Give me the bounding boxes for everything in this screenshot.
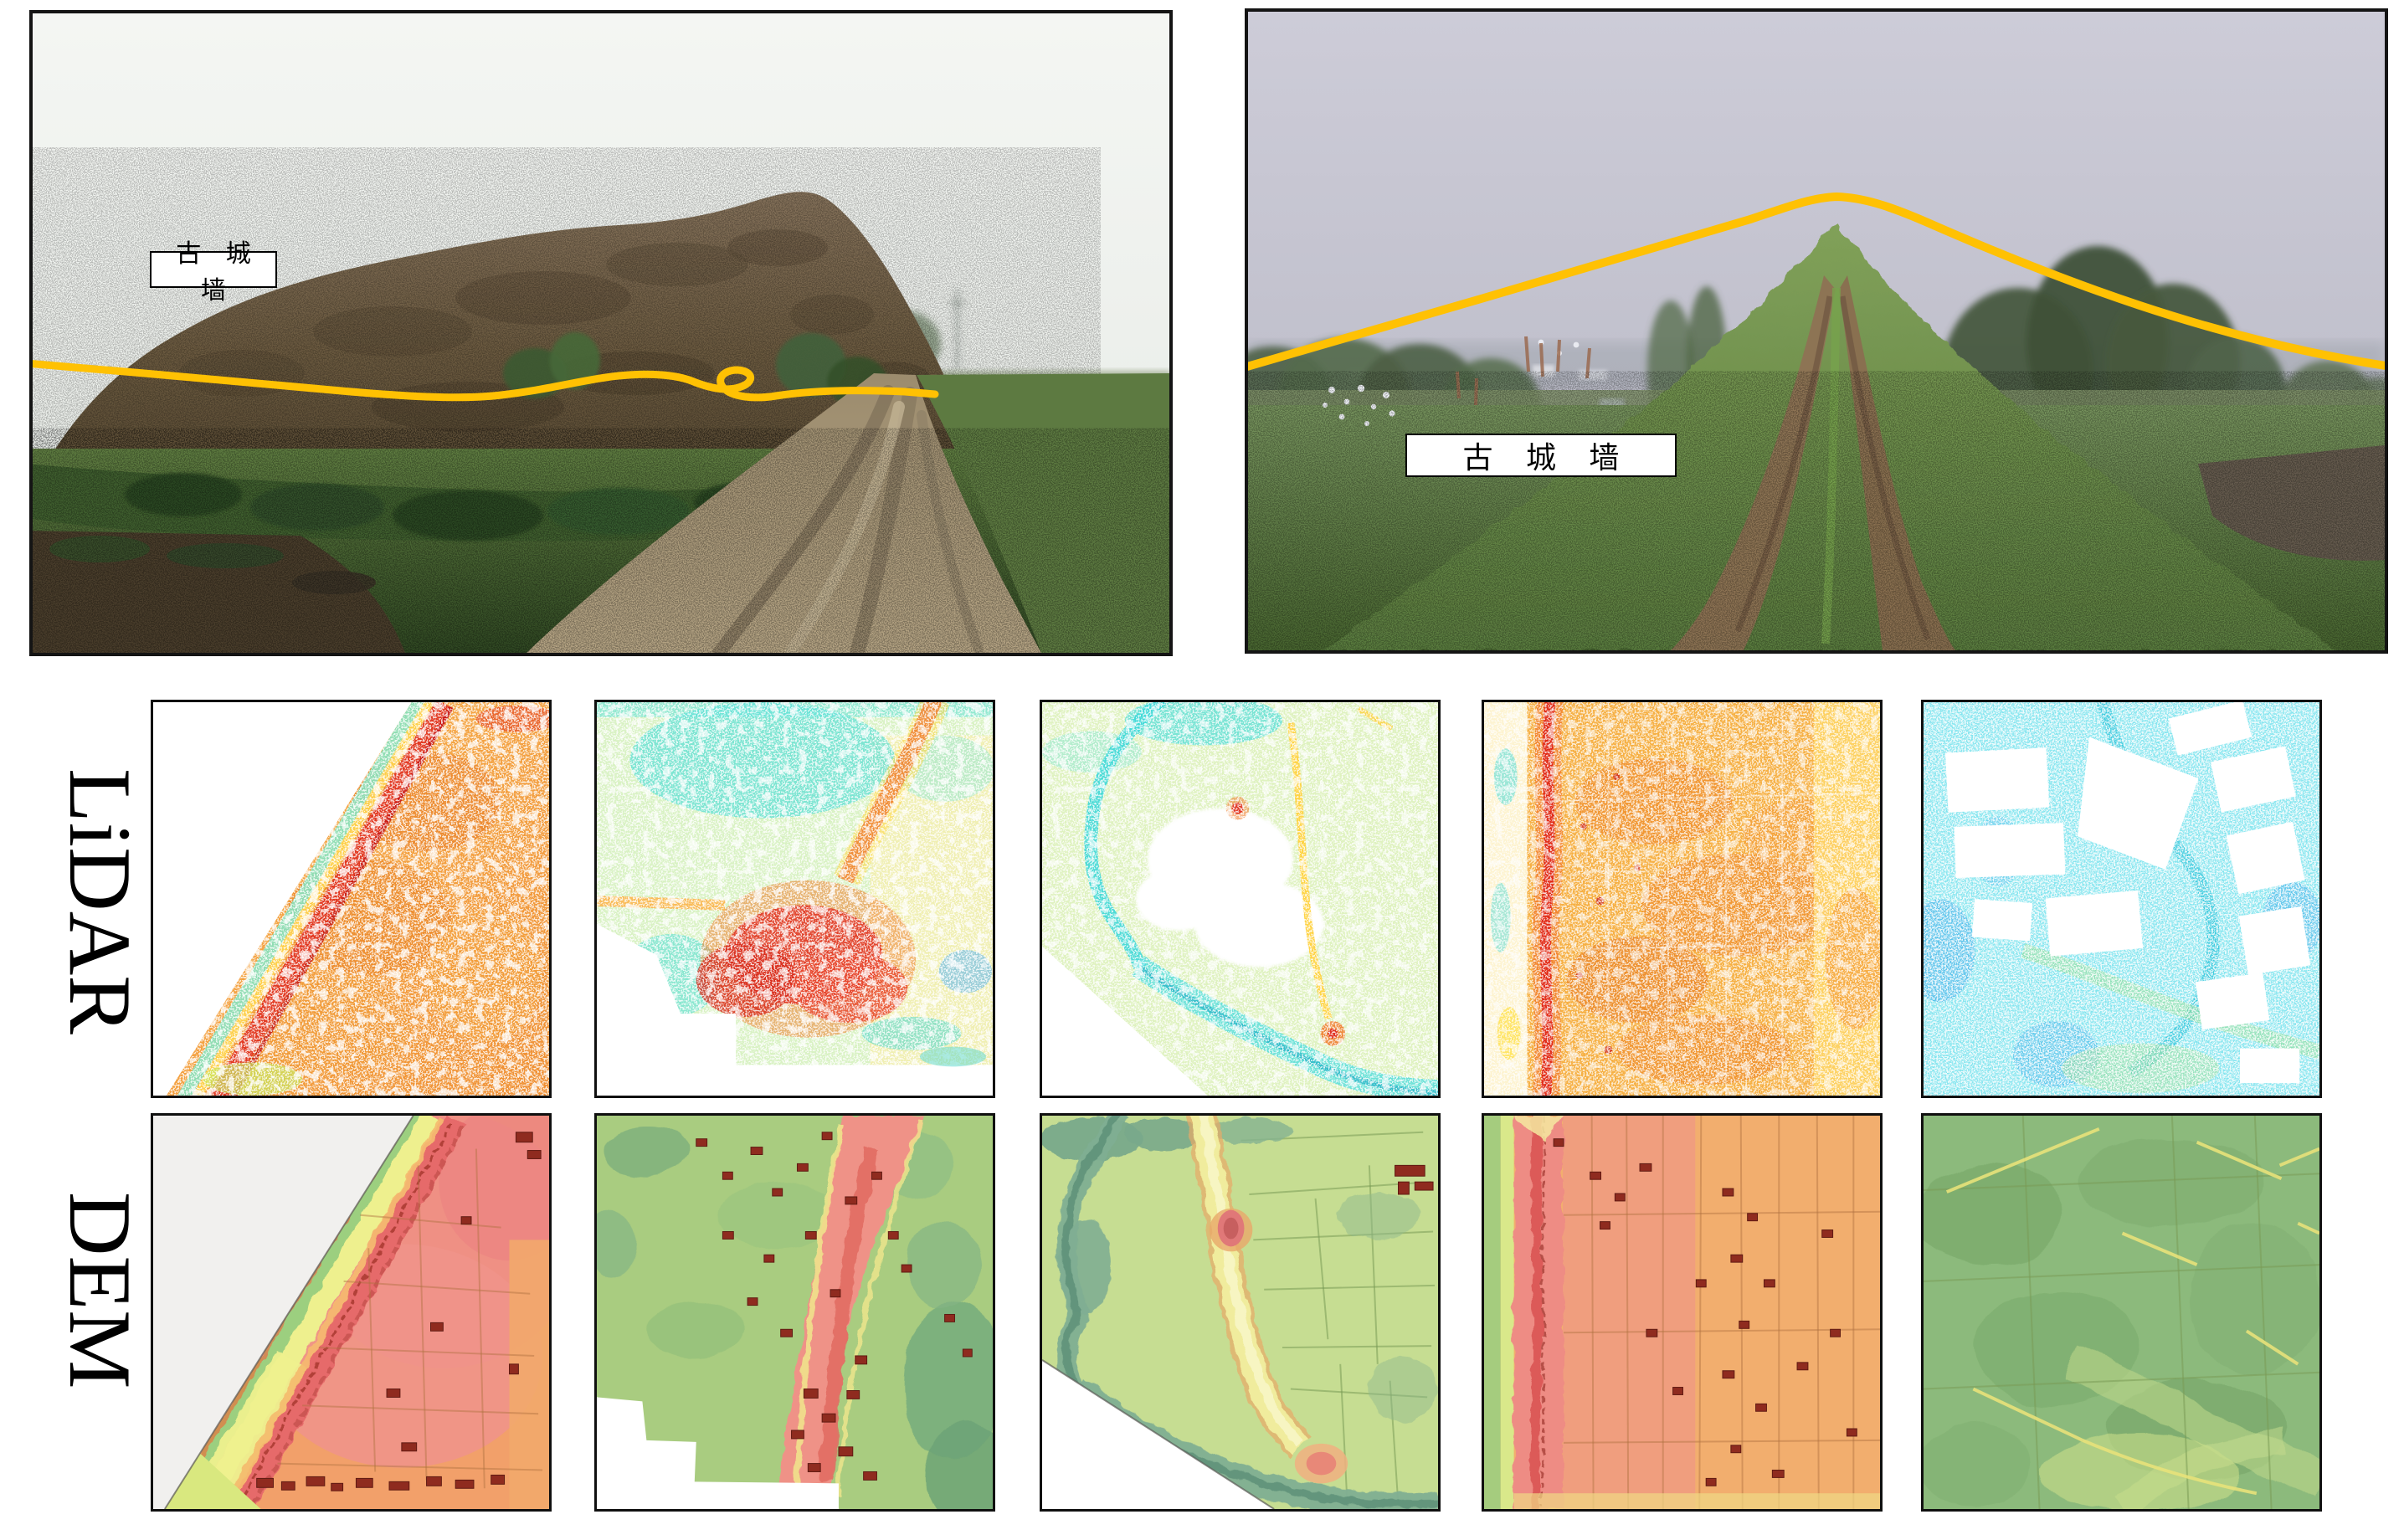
building-footprints [1395,1164,1434,1195]
row-label-dem: DEM [51,1192,149,1389]
photo-right-wall-label: 古 城 墙 [1405,434,1677,477]
no-data-void [597,1397,839,1509]
field-lines [1924,1116,2319,1509]
rampart-toe-high-point [1306,1451,1337,1476]
building-footprints [1553,1138,1857,1486]
building-footprints [696,1132,973,1481]
lidar-panel-1 [151,700,552,1098]
wall-crest-annotation-line [1248,192,2385,371]
dem-panel-4 [1482,1113,1883,1512]
lidar-panel-3 [1040,700,1441,1098]
yellow-bunds [1945,1127,2319,1496]
dem-panel-5 [1921,1113,2322,1512]
photo-right-ancient-wall: 古 城 墙 [1245,8,2388,654]
no-data-void [597,924,681,1016]
dry-tufts [1456,336,1591,406]
lidar-panel-2 [594,700,995,1098]
rampart-ridge-red [231,1116,466,1509]
photo-left-wall-label: 古 城 墙 [150,239,277,305]
field-lines [1563,1116,1880,1509]
building-footprints [256,1132,542,1491]
row-label-lidar: LiDAR [51,768,149,1034]
rampart-band-pink [774,1116,927,1509]
lidar-panel-4 [1482,700,1883,1098]
lidar-panel-5 [1921,700,2322,1098]
rampart-ridge [1185,1116,1312,1459]
dem-panel-1 [151,1113,552,1512]
no-data-void [1042,946,1208,1096]
dem-panel-2 [594,1113,995,1512]
wall-base-annotation-line [33,360,939,402]
field-lines [277,1148,543,1489]
dem-panel-3 [1040,1113,1441,1512]
photo-left-ancient-wall: 古 城 墙 [29,10,1173,656]
